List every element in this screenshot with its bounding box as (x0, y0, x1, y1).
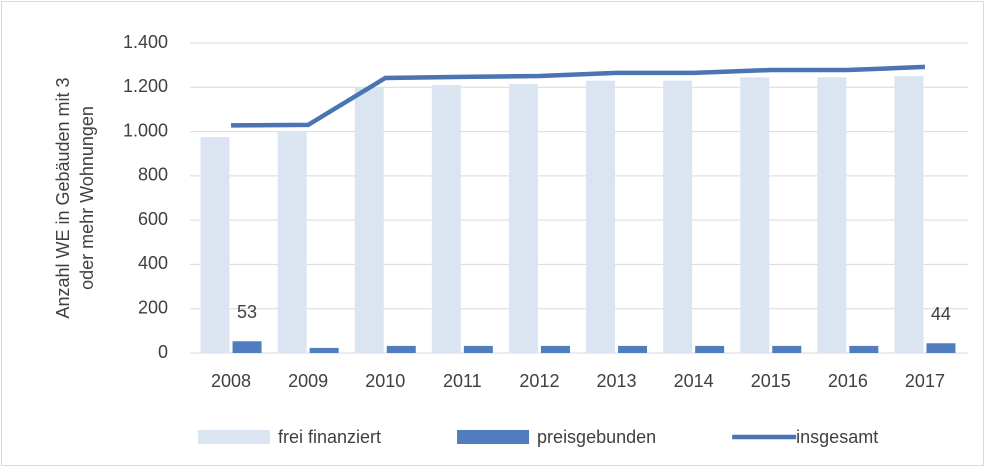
bar (740, 77, 770, 354)
y-tick-label: 200 (138, 297, 168, 317)
x-tick-label: 2017 (905, 371, 945, 391)
x-tick-label: 2016 (828, 371, 868, 391)
y-tick-label: 1.400 (123, 32, 168, 52)
bar (277, 131, 307, 353)
legend-label: insgesamt (796, 427, 878, 447)
y-tick-label: 1.200 (123, 76, 168, 96)
bar (354, 87, 384, 354)
y-tick-label: 0 (158, 342, 168, 362)
y-axis-label: Anzahl WE in Gebäuden mit 3 (53, 77, 73, 318)
x-tick-label: 2009 (288, 371, 328, 391)
bar (618, 345, 648, 353)
x-tick-label: 2011 (443, 371, 482, 391)
x-tick-label: 2015 (751, 371, 791, 391)
data-label: 53 (237, 302, 257, 322)
x-tick-label: 2014 (674, 371, 714, 391)
bar (772, 345, 802, 353)
y-tick-label: 600 (138, 209, 168, 229)
bar (586, 80, 616, 354)
bar (431, 85, 461, 354)
legend-swatch (457, 430, 530, 444)
legend-label: frei finanziert (278, 427, 381, 447)
bar (926, 343, 956, 353)
bar (200, 137, 230, 353)
bar (849, 345, 879, 353)
x-tick-label: 2013 (597, 371, 637, 391)
x-tick-label: 2012 (519, 371, 559, 391)
bar (540, 345, 570, 353)
data-label: 44 (931, 304, 951, 324)
bar (386, 345, 416, 353)
line (231, 64, 926, 128)
y-tick-label: 800 (138, 165, 168, 185)
bar (309, 347, 339, 353)
y-tick-label: 1.000 (123, 120, 168, 140)
bar (463, 345, 493, 353)
bar (695, 345, 725, 353)
x-tick-label: 2008 (211, 371, 251, 391)
y-tick-label: 400 (138, 253, 168, 273)
legend-swatch (198, 430, 270, 444)
bar (817, 77, 847, 354)
bar (232, 341, 262, 353)
legend-label: preisgebunden (537, 427, 656, 447)
bar (894, 76, 924, 353)
bar (508, 83, 538, 353)
y-axis-label: oder mehr Wohnungen (77, 106, 97, 290)
x-tick-label: 2010 (365, 371, 405, 391)
bar (663, 80, 693, 354)
